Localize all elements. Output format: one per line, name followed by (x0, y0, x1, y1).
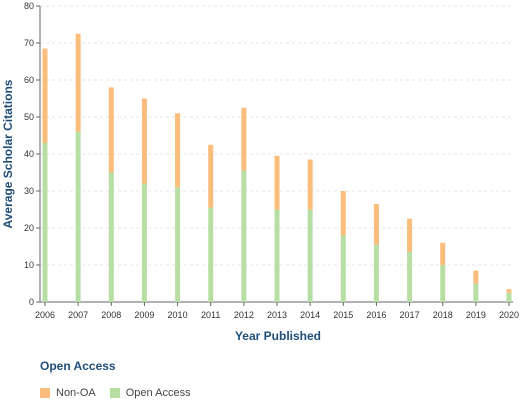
bar-open-access-2007[interactable] (75, 131, 81, 302)
bar-non-oa-2006[interactable] (42, 48, 48, 143)
legend-label-non-oa: Non-OA (56, 387, 96, 399)
legend-item-non-oa[interactable]: Non-OA (40, 387, 96, 399)
bar-open-access-2009[interactable] (141, 183, 147, 302)
bar-open-access-2016[interactable] (373, 244, 379, 302)
legend-label-open-access: Open Access (125, 387, 191, 399)
bar-open-access-2014[interactable] (307, 209, 313, 303)
bar-open-access-2010[interactable] (175, 187, 181, 302)
legend: Non-OA Open Access (40, 387, 205, 399)
bar-non-oa-2019[interactable] (473, 270, 479, 284)
x-tick-label: 2011 (201, 310, 220, 320)
y-tick-label: 60 (24, 75, 34, 85)
bar-open-access-2018[interactable] (440, 265, 446, 302)
bar-non-oa-2007[interactable] (75, 33, 81, 132)
bar-non-oa-2010[interactable] (175, 113, 181, 188)
legend-swatch-open-access (109, 388, 120, 398)
y-tick-labels: 0 10 20 30 40 50 60 70 80 (24, 1, 40, 307)
bar-non-oa-2017[interactable] (407, 218, 413, 253)
x-tick-labels: 2006 2007 2008 2009 2010 2011 2012 2013 2014 2015… (35, 302, 519, 320)
bar-non-oa-2009[interactable] (141, 98, 147, 184)
x-tick-label: 2019 (466, 310, 486, 320)
bar-non-oa-2012[interactable] (241, 107, 247, 171)
y-tick-label: 0 (29, 297, 34, 307)
y-tick-label: 20 (24, 223, 34, 233)
bar-open-access-2012[interactable] (241, 170, 247, 302)
bar-open-access-2019[interactable] (473, 283, 479, 303)
bar-non-oa-2014[interactable] (307, 159, 313, 210)
x-tick-label: 2014 (300, 310, 320, 320)
x-tick-label: 2006 (35, 310, 55, 320)
x-tick-label: 2013 (267, 310, 287, 320)
x-tick-label: 2016 (366, 310, 386, 320)
legend-title: Open Access (40, 359, 116, 373)
x-tick-label: 2020 (499, 310, 519, 320)
x-tick-label: 2007 (68, 310, 88, 320)
bar-non-oa-2015[interactable] (340, 191, 346, 236)
bar-non-oa-2016[interactable] (373, 203, 379, 245)
x-tick-label: 2015 (333, 310, 353, 320)
x-tick-label: 2017 (400, 310, 420, 320)
y-tick-label: 50 (24, 112, 34, 122)
bar-non-oa-2013[interactable] (274, 155, 280, 210)
y-tick-label: 80 (24, 1, 34, 11)
bar-open-access-2015[interactable] (340, 235, 346, 302)
x-tick-label: 2010 (168, 310, 188, 320)
bar-non-oa-2008[interactable] (108, 87, 114, 173)
y-tick-label: 70 (24, 38, 34, 48)
bar-non-oa-2018[interactable] (440, 242, 446, 265)
bar-open-access-2013[interactable] (274, 209, 280, 303)
bar-open-access-2011[interactable] (208, 207, 214, 302)
bars (42, 33, 512, 303)
bar-non-oa-2020[interactable] (506, 289, 512, 293)
y-tick-label: 10 (24, 260, 34, 270)
bar-open-access-2020[interactable] (506, 292, 512, 302)
y-tick-label: 40 (24, 149, 34, 159)
x-tick-label: 2009 (134, 310, 154, 320)
x-axis-title: Year Published (235, 329, 321, 343)
y-axis-title: Average Scholar Citations (1, 79, 15, 228)
x-tick-label: 2008 (101, 310, 121, 320)
bar-open-access-2017[interactable] (407, 252, 413, 302)
x-tick-label: 2018 (433, 310, 453, 320)
legend-swatch-non-oa (40, 388, 50, 398)
bar-open-access-2008[interactable] (108, 172, 114, 303)
bar-non-oa-2011[interactable] (208, 144, 214, 208)
bar-open-access-2006[interactable] (42, 142, 48, 302)
legend-item-open-access[interactable]: Open Access (109, 387, 191, 399)
y-tick-label: 30 (24, 186, 34, 196)
x-tick-label: 2012 (234, 310, 254, 320)
